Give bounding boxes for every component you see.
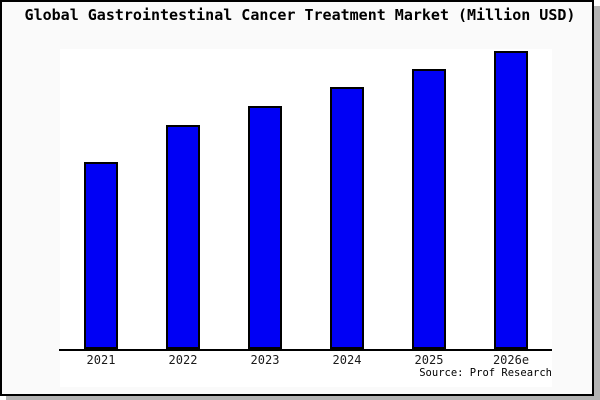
x-tick-label: 2023 — [250, 353, 280, 367]
plot-area — [60, 49, 552, 387]
x-tick-label: 2025 — [414, 353, 444, 367]
x-tick-label: 2021 — [86, 353, 116, 367]
bar — [494, 51, 528, 349]
bar — [166, 125, 200, 349]
x-tick-label: 2022 — [168, 353, 198, 367]
bar — [248, 106, 282, 349]
bar — [84, 162, 118, 349]
x-axis-line — [59, 349, 552, 351]
x-tick-label: 2026e — [492, 353, 530, 367]
bar — [412, 69, 446, 349]
chart-title: Global Gastrointestinal Cancer Treatment… — [24, 6, 576, 24]
x-tick-label: 2024 — [332, 353, 362, 367]
bars-layer — [60, 49, 552, 349]
source-credit: Source: Prof Research — [419, 367, 552, 379]
bar — [330, 87, 364, 349]
